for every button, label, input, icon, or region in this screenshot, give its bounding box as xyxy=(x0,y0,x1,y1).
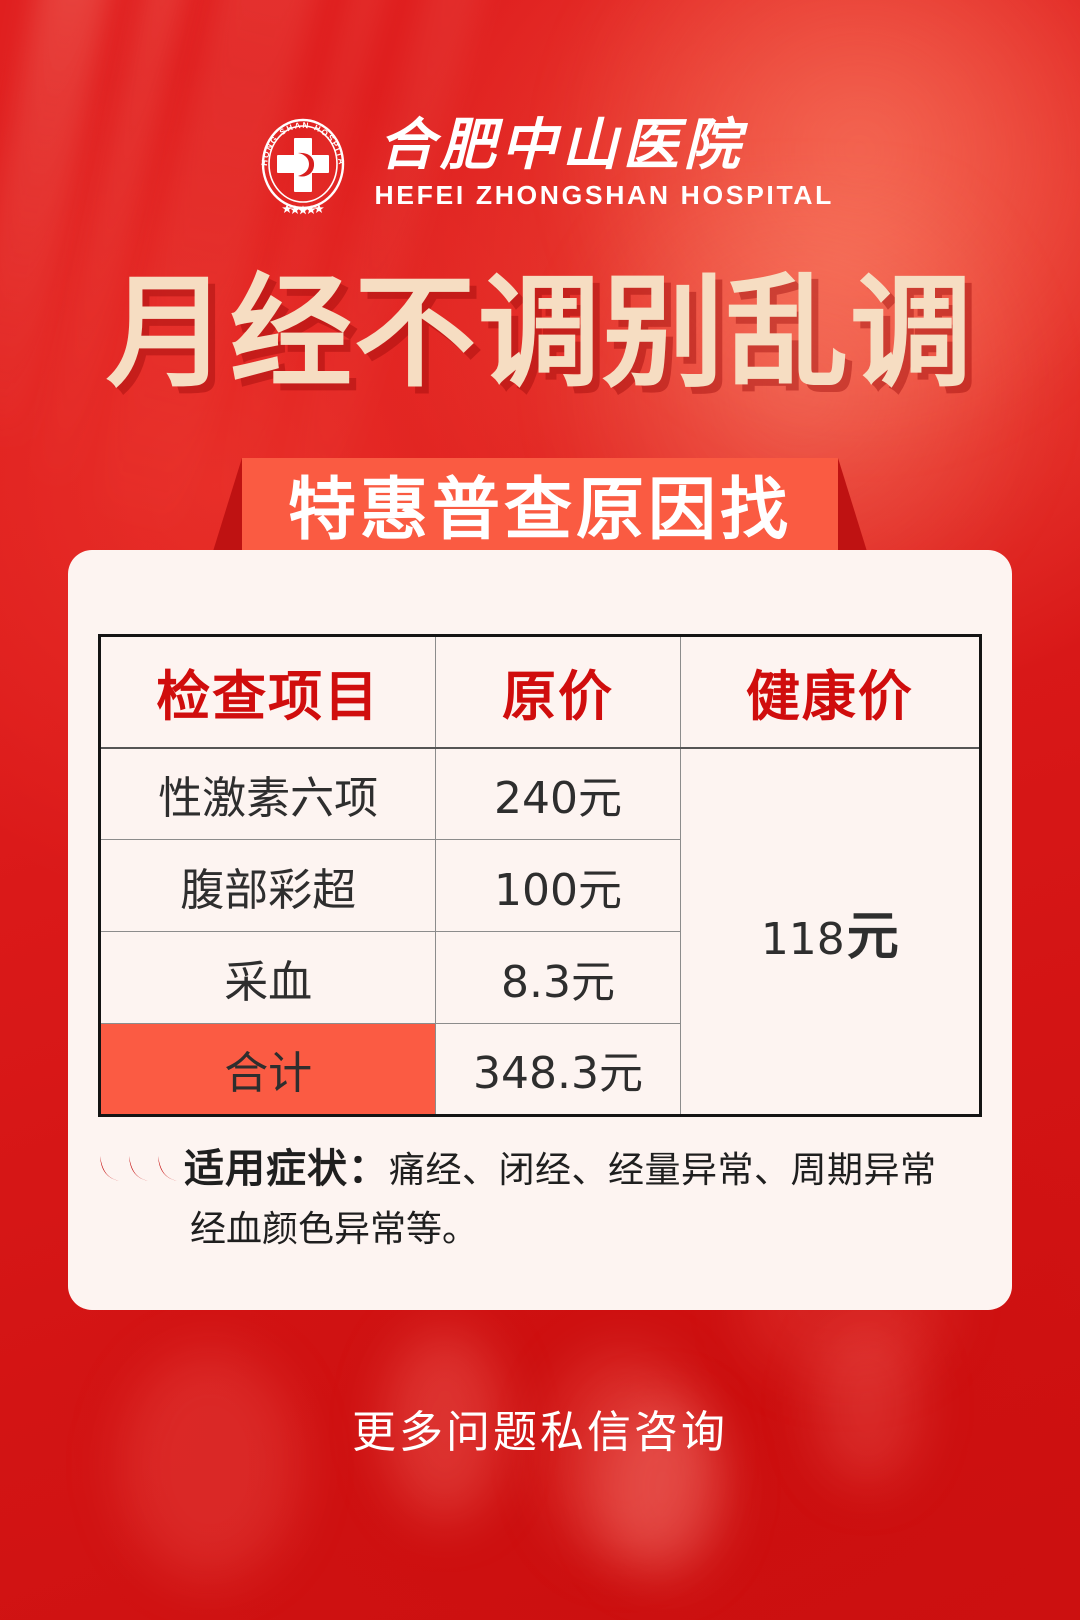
column-header-original: 原价 xyxy=(435,635,681,749)
table-total-row: 合计 348.3元 xyxy=(98,1023,981,1116)
health-price-number: 118 xyxy=(760,913,845,965)
price-table: 检查项目 原价 健康价 性激素六项 240元 118元 腹部彩超 100元 采血… xyxy=(98,634,982,1117)
offer-card: 检查项目 原价 健康价 性激素六项 240元 118元 腹部彩超 100元 采血… xyxy=(68,550,1012,1310)
table-row: 采血 8.3元 xyxy=(98,931,981,1024)
total-label: 合计 xyxy=(98,1023,437,1116)
hospital-name-en: HEFEI ZHONGSHAN HOSPITAL xyxy=(374,180,834,211)
hospital-name-cn: 合肥中山医院 xyxy=(378,114,745,177)
bokeh-circle xyxy=(120,1350,300,1580)
table-header-row: 检查项目 原价 健康价 xyxy=(98,635,982,749)
column-header-health: 健康价 xyxy=(679,635,982,749)
health-price-unit: 元 xyxy=(846,906,899,967)
subtitle-banner-text: 特惠普查原因找 xyxy=(287,471,792,550)
bokeh-circle xyxy=(600,1400,725,1575)
symptoms-text-line2: 经血颜色异常等。 xyxy=(190,1209,479,1250)
triple-arrow-icon xyxy=(98,1154,178,1184)
bokeh-circle xyxy=(385,1330,505,1520)
exam-item-price: 8.3元 xyxy=(435,931,681,1024)
symptoms-section: 适用症状：痛经、闭经、经量异常、周期异常 经血颜色异常等。 xyxy=(98,1140,986,1256)
exam-item-price: 100元 xyxy=(435,839,681,932)
subtitle-banner-wrap: 特惠普查原因找 xyxy=(0,458,1080,568)
poster-headline: 月经不调别乱调 xyxy=(106,262,974,404)
subtitle-banner: 特惠普查原因找 xyxy=(207,458,872,568)
footer-cta-text: 更多问题私信咨询 xyxy=(352,1407,728,1458)
exam-item-price: 240元 xyxy=(435,747,681,840)
exam-item-name: 采血 xyxy=(98,931,437,1024)
hospital-logo: ZHONG SHAN HOSPITAL 合肥中山医院 HEFEI ZHONGSH… xyxy=(0,105,1080,216)
column-header-item: 检查项目 xyxy=(98,635,437,749)
health-price-cell: 118元 xyxy=(679,747,982,1116)
bokeh-circle xyxy=(545,1350,705,1560)
symptoms-text-line1: 痛经、闭经、经量异常、周期异常 xyxy=(389,1150,937,1191)
table-row: 腹部彩超 100元 xyxy=(98,839,981,932)
exam-item-name: 性激素六项 xyxy=(98,747,437,840)
bokeh-circle xyxy=(815,1325,920,1485)
exam-item-name: 腹部彩超 xyxy=(98,839,437,932)
table-row: 性激素六项 240元 118元 xyxy=(98,747,982,1116)
hospital-cross-seal-icon: ZHONG SHAN HOSPITAL xyxy=(247,105,355,216)
background-glow-top-right xyxy=(500,0,1080,460)
symptoms-label: 适用症状： xyxy=(184,1146,389,1192)
total-price: 348.3元 xyxy=(435,1023,681,1116)
